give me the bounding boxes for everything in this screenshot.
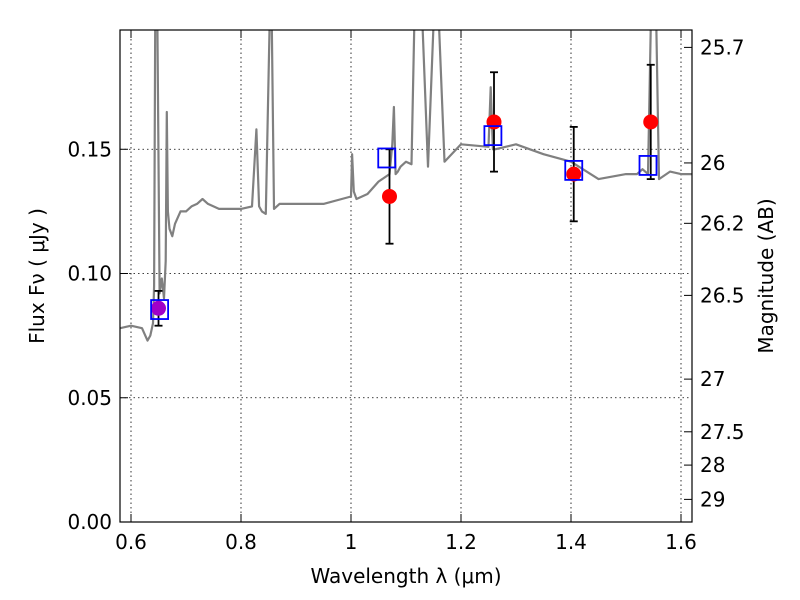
y-axis-ticks: 0.00 0.05 0.10 0.15 xyxy=(67,137,128,534)
model-point xyxy=(150,299,170,320)
magnitude-tick-label: 28 xyxy=(700,453,725,477)
magnitude-tick-label: 27.5 xyxy=(700,420,745,444)
magnitude-tick-label: 27 xyxy=(700,367,725,391)
x-axis-ticks: 0.6 0.8 1 1.2 1.4 1.6 xyxy=(115,30,697,554)
magnitude-tick-label: 26.2 xyxy=(700,211,745,235)
y-tick-label: 0.15 xyxy=(67,137,112,161)
magnitude-tick-label: 25.7 xyxy=(700,35,745,59)
plot-frame xyxy=(119,29,693,523)
grid-lines xyxy=(120,30,692,522)
x-axis-label: Wavelength λ (μm) xyxy=(310,564,501,588)
model-points xyxy=(150,125,658,320)
x-tick-label: 0.8 xyxy=(225,530,257,554)
magnitude-tick-label: 26 xyxy=(700,151,725,175)
x-tick-label: 1.6 xyxy=(665,530,697,554)
magnitude-tick-label: 26.5 xyxy=(700,283,745,307)
model-point xyxy=(638,155,658,176)
errorbars xyxy=(154,63,655,327)
y-tick-label: 0.10 xyxy=(67,262,112,286)
y-axis-label: Flux Fν ( μJy ) xyxy=(25,208,49,344)
model-point xyxy=(564,159,584,181)
model-point xyxy=(377,147,397,169)
observed-points xyxy=(151,114,659,316)
observed-point xyxy=(382,188,397,204)
observed-point xyxy=(566,166,582,182)
y-tick-label: 0.00 xyxy=(67,510,112,534)
x-tick-label: 1.4 xyxy=(555,530,587,554)
x-tick-label: 1 xyxy=(345,530,358,554)
magnitude-axis-ticks: 25.7 26 26.2 26.5 27 27.5 28 29 xyxy=(684,35,745,511)
x-tick-label: 0.6 xyxy=(115,530,147,554)
observed-point xyxy=(643,114,659,130)
model-point xyxy=(483,125,503,147)
x-tick-label: 1.2 xyxy=(445,530,477,554)
spectrum-line xyxy=(120,30,692,342)
magnitude-tick-label: 29 xyxy=(700,487,725,511)
magnitude-axis-label: Magnitude (AB) xyxy=(754,198,778,353)
observed-point xyxy=(486,114,502,130)
observed-point xyxy=(151,300,166,316)
y-tick-label: 0.05 xyxy=(67,386,112,410)
